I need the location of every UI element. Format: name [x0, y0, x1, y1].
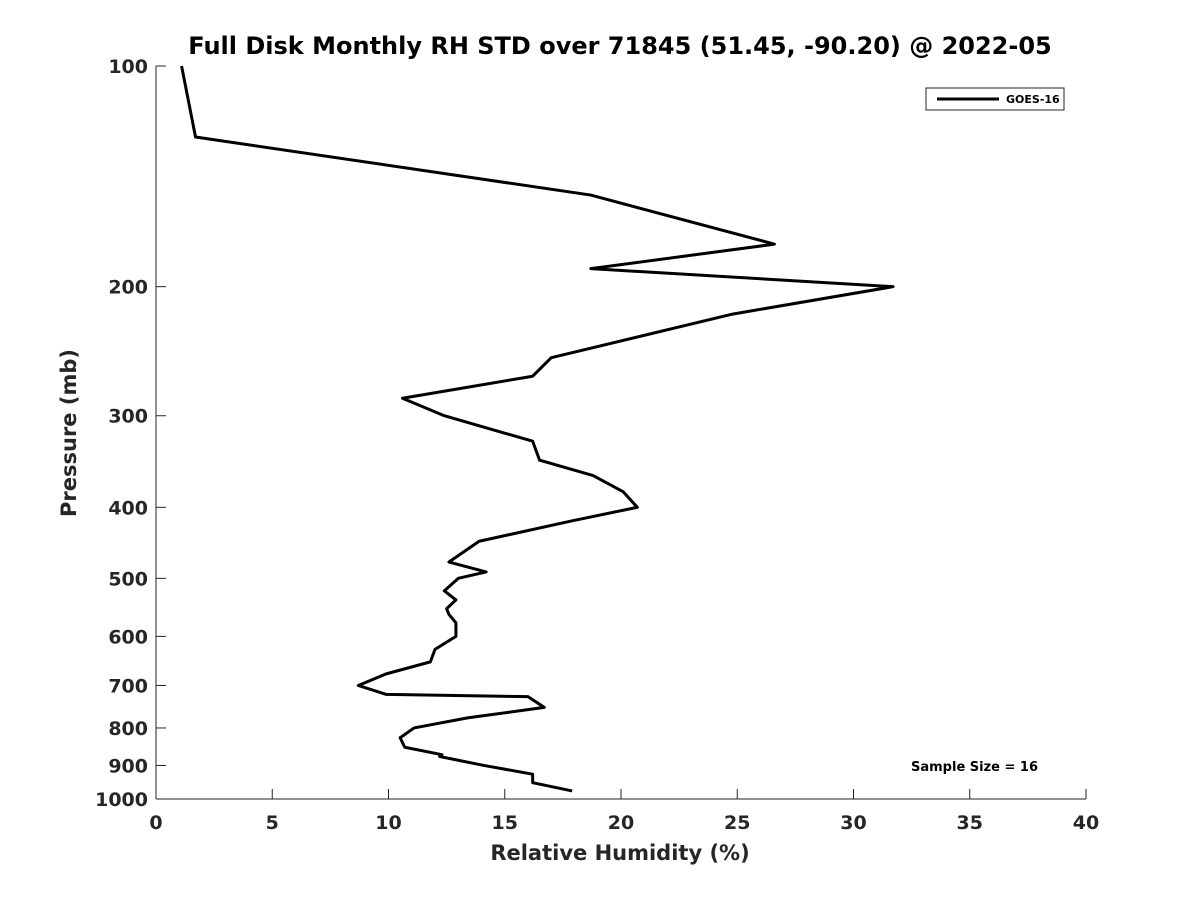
x-tick-label: 15 — [492, 812, 518, 834]
plot-frame — [156, 66, 1086, 799]
x-tick-label: 20 — [608, 812, 634, 834]
legend-entry-label: GOES-16 — [1006, 93, 1060, 106]
x-tick-label: 40 — [1073, 812, 1099, 834]
x-ticks: 0 5 10 15 20 25 30 35 40 — [149, 789, 1099, 834]
y-tick-label: 600 — [108, 626, 148, 648]
y-tick-label: 1000 — [95, 789, 148, 811]
x-tick-label: 10 — [375, 812, 401, 834]
y-ticks: 100 200 300 400 500 600 700 800 900 1000 — [95, 56, 166, 811]
y-tick-label: 400 — [108, 497, 148, 519]
y-tick-label: 700 — [108, 675, 148, 697]
legend: GOES-16 — [925, 87, 1065, 111]
series-line — [180, 65, 895, 793]
x-tick-label: 25 — [724, 812, 750, 834]
chart-title: Full Disk Monthly RH STD over 71845 (51.… — [188, 32, 1051, 60]
y-tick-label: 300 — [108, 406, 148, 428]
sample-size-annotation: Sample Size = 16 — [911, 760, 1038, 775]
x-tick-label: 0 — [149, 812, 162, 834]
y-tick-label: 500 — [108, 568, 148, 590]
y-tick-label: 800 — [108, 718, 148, 740]
x-tick-label: 35 — [957, 812, 983, 834]
y-tick-label: 200 — [108, 277, 148, 299]
x-tick-label: 30 — [840, 812, 866, 834]
series-layer — [180, 65, 895, 793]
y-tick-label: 900 — [108, 755, 148, 777]
x-tick-label: 5 — [266, 812, 279, 834]
x-axis-label: Relative Humidity (%) — [490, 841, 749, 865]
plot-area: 0 5 10 15 20 25 30 35 40 100 200 300 400 500 600 700 80… — [95, 56, 1099, 834]
y-axis-label: Pressure (mb) — [57, 349, 81, 517]
y-tick-label: 100 — [108, 56, 148, 78]
